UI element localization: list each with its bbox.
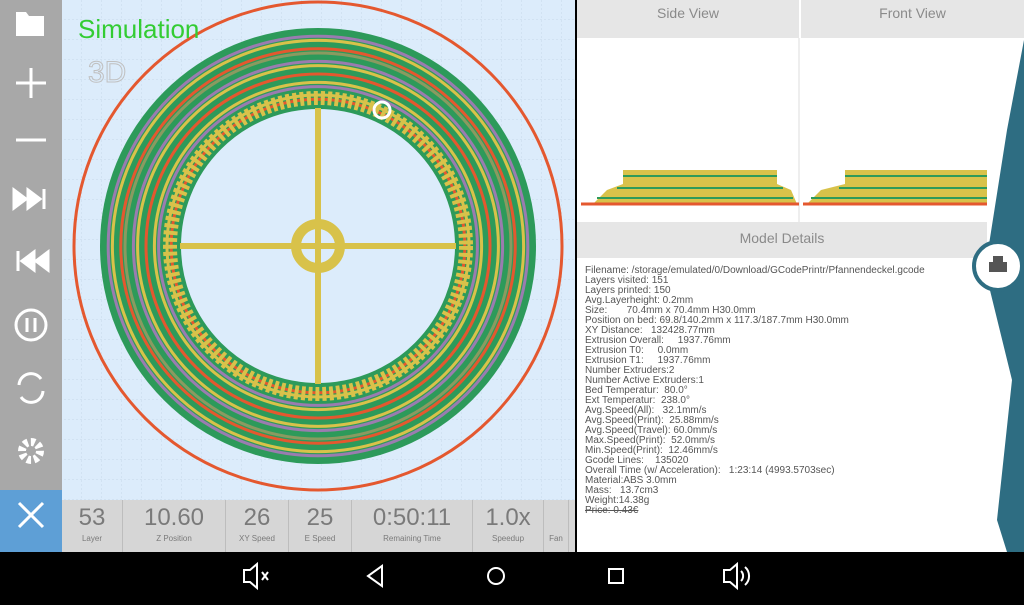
stat: 26 XY Speed bbox=[226, 500, 289, 552]
stat-spacer bbox=[544, 504, 568, 534]
detail-line: Filename: /storage/emulated/0/Download/G… bbox=[585, 265, 925, 276]
detail-line: Weight:14.38g bbox=[585, 495, 650, 506]
print-canvas: Simulation 3D bbox=[62, 0, 575, 500]
stats-bar: 53 Layer 10.60 Z Position 26 XY Speed 25 E Spee… bbox=[62, 500, 575, 552]
detail-line: Ext Temperatur: 238.0° bbox=[585, 395, 690, 406]
volume-up[interactable] bbox=[723, 561, 751, 591]
stat-label: E Speed bbox=[304, 534, 336, 543]
fast-forward-icon[interactable] bbox=[12, 187, 46, 211]
stat-value: 25 bbox=[306, 504, 334, 531]
stat: 10.60 Z Position bbox=[123, 500, 226, 552]
detail-line: Number Extruders:2 bbox=[585, 365, 675, 376]
stat-value: 1.0x bbox=[485, 504, 531, 531]
detail-line: Bed Temperatur: 80.0° bbox=[585, 385, 688, 396]
ring bbox=[152, 80, 484, 412]
detail-line: XY Distance: 132428.77mm bbox=[585, 325, 715, 336]
ring bbox=[123, 51, 513, 441]
stat-label: Layer bbox=[81, 534, 102, 543]
profile-views bbox=[581, 38, 987, 222]
stat-label: Fan bbox=[549, 534, 563, 543]
ring bbox=[136, 64, 500, 428]
volume-down[interactable] bbox=[243, 561, 269, 591]
detail-line: Gcode Lines: 135020 bbox=[585, 455, 689, 466]
stat: 25 E Speed bbox=[289, 500, 352, 552]
toolbar bbox=[0, 0, 62, 552]
ring bbox=[157, 85, 479, 407]
detail-line: Extrusion T0: 0.0mm bbox=[585, 345, 689, 356]
ring bbox=[115, 43, 521, 449]
detail-line: Mass: 13.7cm3 bbox=[585, 485, 659, 496]
detail-line: Min.Speed(Print): 12.46mm/s bbox=[585, 445, 718, 456]
detail-line: Position on bed: 69.8/140.2mm x 117.3/18… bbox=[585, 315, 849, 326]
stat-label: Z Position bbox=[156, 534, 192, 543]
close-button[interactable] bbox=[0, 490, 62, 552]
view-badge[interactable]: 3D bbox=[88, 56, 127, 90]
front-view-tab[interactable]: Front View bbox=[801, 0, 1024, 38]
detail-line: Overall Time (w/ Acceleration): 1:23:14 … bbox=[585, 465, 835, 476]
right-panel: Side View Front View Model Details Filen… bbox=[577, 0, 1024, 552]
folder-icon[interactable] bbox=[16, 12, 44, 36]
ring bbox=[140, 68, 496, 424]
detail-line: Layers printed: 150 bbox=[585, 285, 671, 296]
ring bbox=[106, 34, 530, 458]
detail-line: Extrusion Overall: 1937.76mm bbox=[585, 335, 731, 346]
detail-line: Avg.Speed(Print): 25.88mm/s bbox=[585, 415, 719, 426]
model-details-header: Model Details bbox=[577, 222, 987, 258]
hub bbox=[291, 219, 345, 273]
stat-label: XY Speed bbox=[239, 534, 275, 543]
side-view-tab[interactable]: Side View bbox=[577, 0, 799, 38]
recents-button[interactable] bbox=[608, 568, 624, 584]
detail-line: Avg.Speed(Travel): 60.0mm/s bbox=[585, 425, 718, 436]
model-details: Filename: /storage/emulated/0/Download/G… bbox=[585, 266, 925, 516]
refresh-icon[interactable] bbox=[17, 372, 45, 404]
ring bbox=[163, 91, 473, 401]
front-profile bbox=[803, 170, 987, 206]
stat: Fan bbox=[544, 500, 569, 552]
detail-line: Material:ABS 3.0mm bbox=[585, 475, 677, 486]
detail-line: Avg.Speed(All): 32.1mm/s bbox=[585, 405, 707, 416]
detail-line: Size: 70.4mm x 70.4mm H30.0mm bbox=[585, 305, 756, 316]
ring bbox=[119, 47, 517, 445]
stat-value: 26 bbox=[243, 504, 271, 531]
detail-line: Avg.Layerheight: 0.2mm bbox=[585, 295, 694, 306]
ring bbox=[161, 89, 475, 403]
stat-value: 53 bbox=[78, 504, 106, 531]
toolbar-icons bbox=[12, 12, 50, 464]
settings-icon[interactable] bbox=[18, 438, 44, 464]
ring bbox=[148, 76, 488, 416]
bed-outline bbox=[72, 0, 564, 492]
home-button[interactable] bbox=[487, 567, 505, 585]
stat: 1.0x Speedup bbox=[473, 500, 544, 552]
detail-line: Extrusion T1: 1937.76mm bbox=[585, 355, 711, 366]
ring bbox=[102, 30, 534, 462]
side-drawer bbox=[972, 0, 1024, 552]
stat-label: Speedup bbox=[491, 534, 525, 543]
ring bbox=[131, 59, 505, 433]
price-line: Price: 0.43€ bbox=[585, 505, 639, 516]
stat-value: 0:50:11 bbox=[372, 504, 452, 531]
back-button[interactable] bbox=[366, 564, 383, 588]
stat-label: Remaining Time bbox=[383, 534, 441, 543]
nozzle-marker bbox=[372, 100, 392, 120]
zoom-in-icon[interactable] bbox=[16, 68, 46, 98]
stat: 0:50:11 Remaining Time bbox=[352, 500, 473, 552]
stat-value: 10.60 bbox=[143, 504, 205, 531]
stat: 53 Layer bbox=[62, 500, 123, 552]
detail-line: Layers visited: 151 bbox=[585, 275, 669, 286]
rewind-icon[interactable] bbox=[16, 249, 50, 273]
ring bbox=[110, 38, 526, 454]
pause-icon[interactable] bbox=[14, 308, 48, 342]
spokes bbox=[180, 108, 456, 384]
side-profile bbox=[581, 170, 799, 206]
ring bbox=[127, 55, 509, 437]
simulation-view: Simulation 3D bbox=[62, 0, 575, 500]
detail-line: Max.Speed(Print): 52.0mm/s bbox=[585, 435, 716, 446]
ring bbox=[144, 72, 492, 420]
nav-bar bbox=[0, 552, 1024, 600]
detail-line: Number Active Extruders:1 bbox=[585, 375, 704, 386]
mode-label: Simulation bbox=[78, 14, 199, 44]
